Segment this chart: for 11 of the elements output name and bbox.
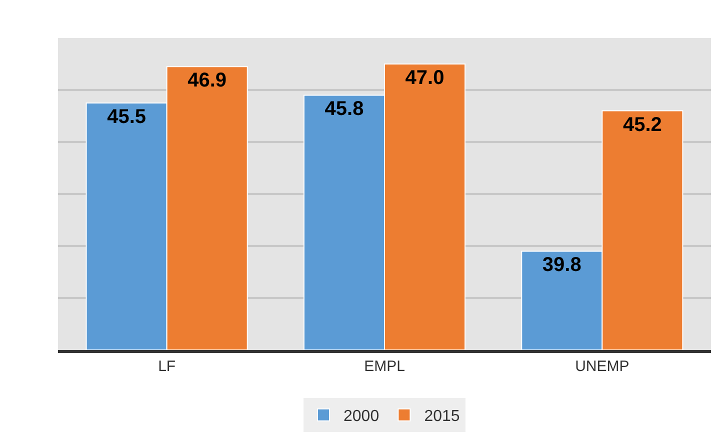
data-label: 45.5 — [107, 106, 146, 128]
x-tick-label: LF — [158, 358, 176, 375]
data-label: 45.2 — [622, 114, 662, 136]
data-label: 39.8 — [542, 254, 582, 276]
data-label: 47.0 — [405, 67, 444, 89]
data-label: 45.8 — [324, 98, 364, 120]
x-tick-label: EMPL — [364, 358, 405, 375]
data-label: 46.9 — [188, 70, 227, 92]
legend-label: 2000 — [344, 408, 380, 426]
x-tick-label: UNEMP — [575, 358, 630, 375]
legend-label: 2015 — [424, 408, 460, 426]
